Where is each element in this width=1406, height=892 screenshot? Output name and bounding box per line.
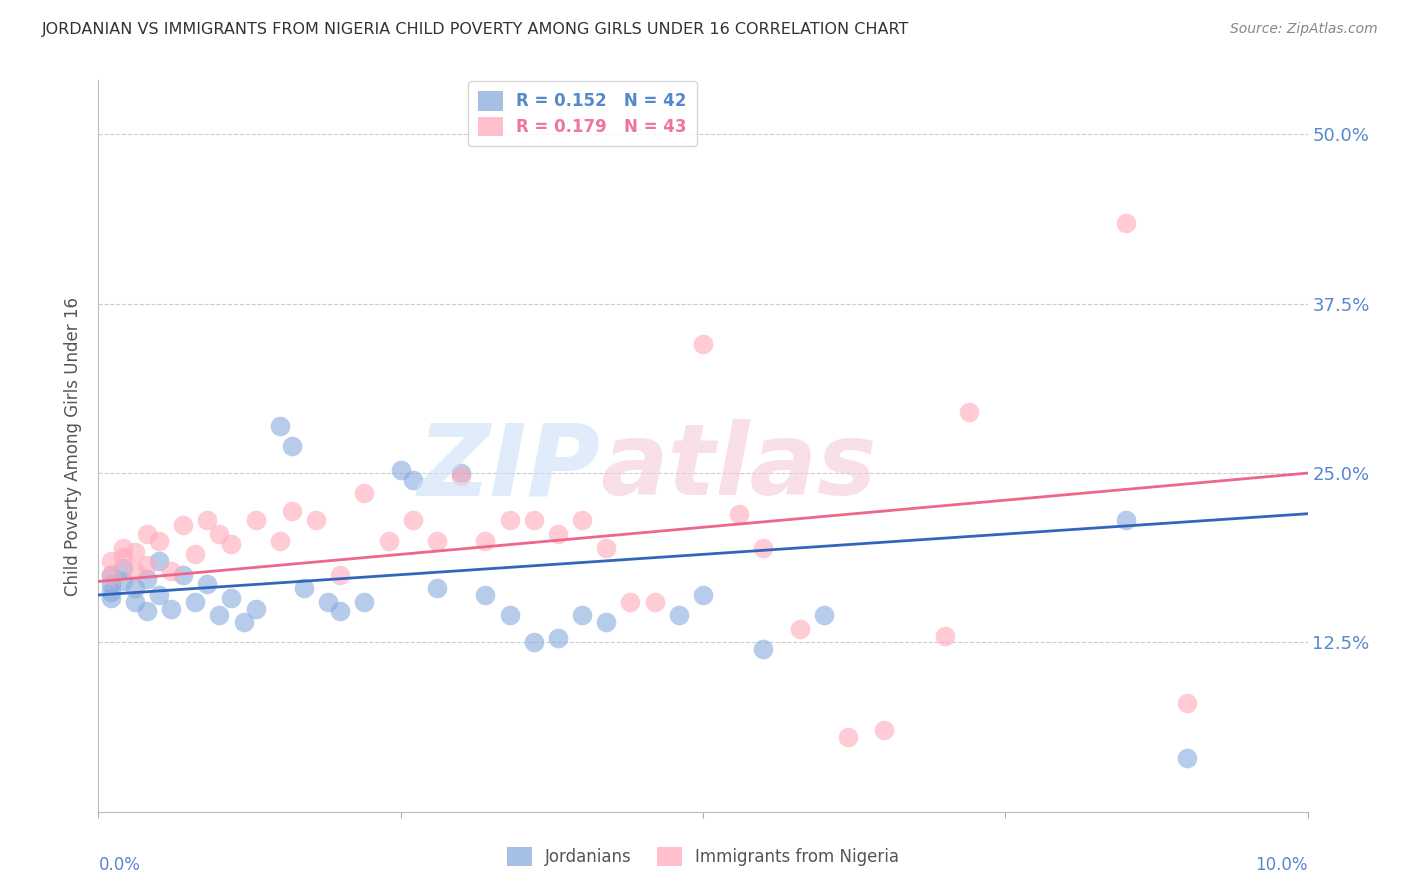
Point: [172, 567, 194, 582]
Point: [353, 486, 375, 500]
Point: [837, 730, 859, 744]
Point: [111, 561, 134, 575]
Point: [957, 405, 980, 419]
Point: [281, 504, 304, 518]
Point: [668, 608, 690, 623]
Point: [269, 418, 291, 433]
Point: [172, 517, 194, 532]
Point: [100, 585, 122, 599]
Point: [571, 608, 593, 623]
Point: [305, 514, 328, 528]
Point: [789, 622, 811, 636]
Point: [692, 588, 714, 602]
Point: [160, 564, 183, 578]
Point: [245, 514, 267, 528]
Point: [100, 554, 122, 568]
Point: [547, 632, 569, 646]
Point: [245, 601, 267, 615]
Point: [135, 604, 157, 618]
Point: [195, 577, 218, 591]
Point: [523, 514, 546, 528]
Text: 10.0%: 10.0%: [1256, 855, 1308, 873]
Point: [221, 591, 243, 605]
Point: [1115, 215, 1137, 229]
Point: [111, 541, 134, 555]
Point: [100, 577, 122, 591]
Point: [135, 572, 157, 586]
Point: [595, 541, 617, 555]
Y-axis label: Child Poverty Among Girls Under 16: Child Poverty Among Girls Under 16: [65, 296, 83, 596]
Point: [124, 595, 146, 609]
Point: [752, 642, 775, 657]
Point: [135, 527, 157, 541]
Point: [148, 533, 170, 548]
Point: [873, 723, 896, 738]
Point: [111, 550, 134, 565]
Point: [329, 567, 352, 582]
Text: JORDANIAN VS IMMIGRANTS FROM NIGERIA CHILD POVERTY AMONG GIRLS UNDER 16 CORRELAT: JORDANIAN VS IMMIGRANTS FROM NIGERIA CHI…: [42, 22, 910, 37]
Text: Source: ZipAtlas.com: Source: ZipAtlas.com: [1230, 22, 1378, 37]
Point: [813, 608, 835, 623]
Point: [100, 567, 122, 582]
Point: [523, 635, 546, 649]
Point: [124, 581, 146, 595]
Point: [426, 533, 449, 548]
Point: [728, 507, 751, 521]
Point: [752, 541, 775, 555]
Text: atlas: atlas: [600, 419, 877, 516]
Point: [292, 581, 315, 595]
Point: [269, 533, 291, 548]
Point: [195, 514, 218, 528]
Point: [208, 608, 231, 623]
Point: [148, 554, 170, 568]
Point: [377, 533, 399, 548]
Point: [1115, 514, 1137, 528]
Point: [135, 558, 157, 573]
Point: [208, 527, 231, 541]
Point: [124, 544, 146, 558]
Point: [329, 604, 352, 618]
Point: [474, 533, 496, 548]
Point: [281, 439, 304, 453]
Point: [353, 595, 375, 609]
Point: [232, 615, 254, 629]
Text: ZIP: ZIP: [418, 419, 600, 516]
Point: [402, 473, 425, 487]
Point: [450, 466, 472, 480]
Point: [1175, 750, 1198, 764]
Point: [450, 468, 472, 483]
Point: [184, 595, 207, 609]
Point: [692, 337, 714, 351]
Point: [160, 601, 183, 615]
Point: [571, 514, 593, 528]
Point: [1175, 697, 1198, 711]
Point: [498, 608, 520, 623]
Point: [100, 567, 122, 582]
Point: [426, 581, 449, 595]
Point: [316, 595, 339, 609]
Point: [474, 588, 496, 602]
Point: [389, 463, 412, 477]
Point: [100, 591, 122, 605]
Point: [111, 574, 134, 589]
Point: [221, 536, 243, 550]
Point: [547, 527, 569, 541]
Point: [124, 564, 146, 578]
Point: [148, 588, 170, 602]
Legend: Jordanians, Immigrants from Nigeria: Jordanians, Immigrants from Nigeria: [501, 840, 905, 873]
Text: 0.0%: 0.0%: [98, 855, 141, 873]
Point: [595, 615, 617, 629]
Point: [619, 595, 641, 609]
Point: [934, 629, 956, 643]
Point: [498, 514, 520, 528]
Point: [644, 595, 666, 609]
Point: [402, 514, 425, 528]
Point: [184, 547, 207, 561]
